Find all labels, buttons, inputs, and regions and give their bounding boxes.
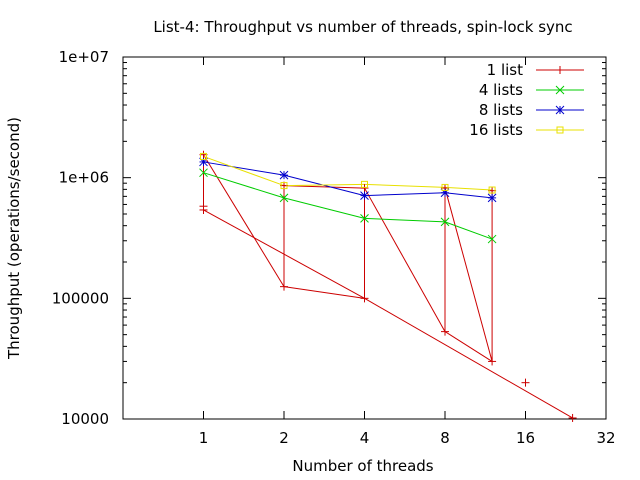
- series-0-point: [199, 205, 208, 214]
- x-tick-label: 32: [596, 429, 615, 447]
- legend-label: 4 lists: [479, 81, 523, 99]
- series-0-point: [360, 294, 369, 303]
- series-0-line-segment: [283, 185, 365, 189]
- series-0-point: [441, 327, 449, 336]
- legend-label: 1 list: [487, 61, 523, 79]
- legend-swatch-marker: [555, 105, 565, 115]
- series-1-line-segment: [203, 172, 285, 199]
- x-tick-label: 4: [360, 429, 370, 447]
- series-1-point: [440, 217, 450, 227]
- series-3-line-segment: [203, 155, 285, 187]
- series-0-point: [521, 378, 530, 387]
- series-1-point: [487, 234, 497, 244]
- series-1-line-segment: [364, 217, 446, 223]
- series-0-point: [280, 282, 288, 291]
- series-0-line-segment: [364, 187, 446, 332]
- legend-swatch-marker: [556, 66, 564, 74]
- series-1-point: [360, 214, 369, 223]
- series-0-line-segment: [203, 154, 285, 287]
- series-3-point: [441, 183, 449, 191]
- legend-swatch-marker: [555, 85, 565, 95]
- series-3-point: [280, 182, 288, 190]
- y-axis-label: Throughput (operations/second): [5, 117, 23, 360]
- x-tick-label: 1: [199, 429, 209, 447]
- legend-swatch-marker: [556, 126, 564, 134]
- series-2-line-segment: [364, 192, 446, 197]
- series-0-line-segment: [444, 331, 493, 362]
- legend: 1 list 4 lists 8 lists 16 lists: [469, 61, 584, 139]
- x-tick-label: 16: [516, 429, 535, 447]
- y-tick-label: 1e+07: [59, 48, 109, 66]
- series-3-point: [361, 180, 368, 188]
- y-tick-label: 10000: [61, 410, 109, 428]
- x-tick-label: 8: [440, 429, 450, 447]
- series-3-point: [200, 152, 207, 160]
- y-tick-label: 100000: [52, 289, 109, 307]
- series-3-line-segment: [444, 186, 493, 191]
- chart-title: List-4: Throughput vs number of threads,…: [153, 18, 572, 36]
- series-2-point: [360, 191, 369, 200]
- series-0-line-segment: [444, 187, 493, 362]
- series-1-line-segment: [283, 197, 365, 219]
- series-0-point: [360, 184, 369, 193]
- series-2-line-segment: [444, 192, 493, 199]
- series-0-point: [488, 357, 497, 366]
- series-3-line-segment: [364, 183, 446, 188]
- x-axis-label: Number of threads: [292, 457, 433, 475]
- series-0-line-segment: [364, 297, 573, 419]
- series-2-line-segment: [203, 161, 285, 176]
- series-2-point: [487, 193, 497, 203]
- series-2-point: [279, 170, 289, 180]
- legend-label: 8 lists: [479, 101, 523, 119]
- series-1-point: [279, 193, 289, 203]
- series-1-point: [199, 168, 208, 178]
- series-0-point: [568, 413, 577, 422]
- series-1-line-segment: [444, 221, 493, 240]
- y-tick-label: 1e+06: [59, 169, 109, 187]
- legend-label: 16 lists: [469, 121, 523, 139]
- axis-ticks: 1 2 4 8 16 32 10000 100000 1e+06 1e+07: [52, 48, 616, 447]
- series-3-point: [488, 186, 496, 194]
- series-lines: [203, 154, 573, 419]
- series-markers: [199, 150, 577, 422]
- series-3-line-segment: [283, 183, 365, 187]
- series-0-line-segment: [283, 286, 365, 299]
- x-tick-label: 2: [279, 429, 289, 447]
